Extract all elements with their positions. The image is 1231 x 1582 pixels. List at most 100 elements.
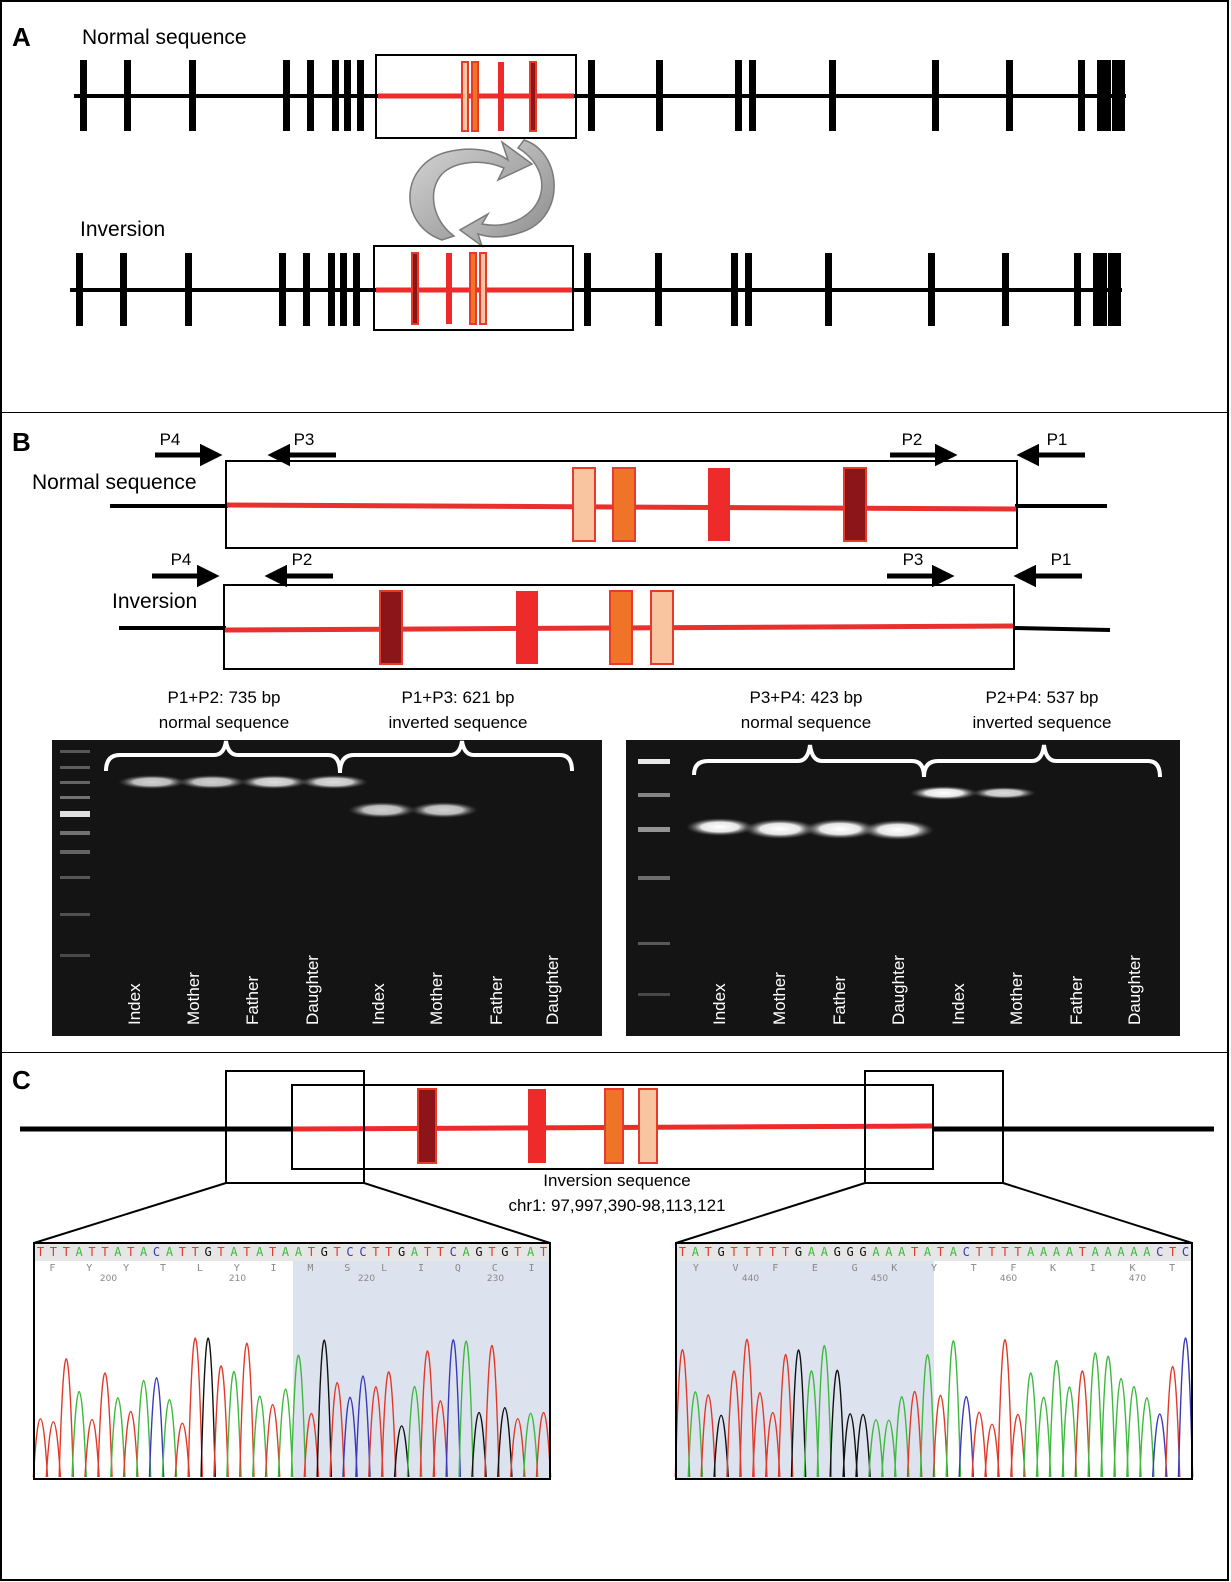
left-base-call: A (527, 1245, 535, 1259)
gel-group-labels: P1+P2: 735 bp normal sequence P1+P3: 621… (159, 688, 1112, 732)
right-base-call: T (782, 1245, 789, 1259)
gel-left-lane-8: Daughter (543, 955, 562, 1025)
normal-inversion-box (375, 54, 577, 139)
right-trace-peak (777, 1354, 794, 1478)
gel-right-lane-1: Index (710, 983, 729, 1025)
right-base-call: A (1130, 1245, 1138, 1259)
left-trace-peak (97, 1372, 113, 1478)
right-base-call: A (1027, 1245, 1035, 1259)
right-trace-peak (1113, 1378, 1129, 1478)
inverted-exons-left (76, 253, 360, 326)
right-base-call: T (988, 1245, 995, 1259)
right-amino-acid: G (852, 1263, 858, 1274)
left-position-number: 220 (358, 1274, 375, 1284)
panel-c-diagram: C Inversion sequence chr1: 97,997,390-98… (12, 1065, 1214, 1480)
left-trace-peak (110, 1397, 126, 1478)
left-trace-peak (174, 1422, 191, 1478)
left-base-call: G (205, 1245, 212, 1259)
left-base-call: A (256, 1245, 264, 1259)
right-base-call: T (679, 1245, 686, 1259)
right-base-call: A (898, 1245, 906, 1259)
left-trace-peak (380, 1371, 397, 1478)
left-amino-acid: Y (86, 1263, 92, 1274)
gel-left-lane-labels: Index Mother Father Daughter Index Mothe… (125, 955, 562, 1025)
left-trace-peak (445, 1339, 462, 1478)
gel-left-lane-7: Father (487, 976, 506, 1025)
left-trace-peak (342, 1396, 358, 1478)
left-trace-peak (303, 1412, 320, 1478)
right-trace-peak (674, 1349, 691, 1478)
left-amino-acid: Y (234, 1263, 240, 1274)
right-base-call: A (1143, 1245, 1151, 1259)
inversion-label: Inversion (80, 218, 165, 241)
left-trace-peak (58, 1358, 75, 1478)
right-amino-acid: Y (931, 1263, 937, 1274)
left-base-call: A (411, 1245, 419, 1259)
right-trace-peak (713, 1414, 729, 1478)
left-positions: 200 210 220 230 (100, 1274, 504, 1284)
left-base-call: A (166, 1245, 174, 1259)
left-trace-peak (45, 1421, 62, 1478)
gel-right-lane-8: Daughter (1125, 955, 1144, 1025)
panel-c: C Inversion sequence chr1: 97,997,390-98… (0, 1052, 1229, 1581)
right-base-call: A (924, 1245, 932, 1259)
right-position-number: 470 (1129, 1274, 1146, 1284)
left-base-call: A (463, 1245, 471, 1259)
right-trace-peak (1151, 1413, 1168, 1478)
left-amino-acid: L (197, 1263, 203, 1274)
right-base-call: A (1066, 1245, 1074, 1259)
gel-left-group1-line1: P1+P2: 735 bp (168, 688, 281, 707)
left-trace-peak (419, 1350, 436, 1478)
gel-right-lane-5: Index (949, 983, 968, 1025)
right-position-number: 440 (742, 1274, 759, 1284)
right-positions: 440 450 460 470 (742, 1274, 1146, 1284)
panel-b: B P4 P3 P2 P1 Normal sequence P4 (0, 412, 1229, 1053)
left-trace-peaks (32, 1337, 552, 1478)
left-base-call: T (488, 1245, 495, 1259)
left-trace-peak (458, 1340, 474, 1478)
left-base-call: T (88, 1245, 95, 1259)
right-base-call: C (1182, 1245, 1189, 1259)
right-trace-peak (945, 1340, 962, 1478)
left-amino-acid: M (307, 1263, 313, 1274)
gel-left-group2-line1: P1+P3: 621 bp (402, 688, 515, 707)
left-trace-peak (122, 1410, 139, 1478)
left-base-call: T (385, 1245, 392, 1259)
zoom-line-left-1 (33, 1182, 227, 1244)
left-position-number: 210 (229, 1274, 246, 1284)
left-trace-peak (277, 1388, 294, 1478)
right-trace-peak (1164, 1365, 1181, 1478)
inverted-chromosome (70, 245, 1122, 331)
left-base-call: T (63, 1245, 70, 1259)
right-trace-peaks (674, 1337, 1194, 1478)
right-trace-peak (919, 1354, 936, 1478)
left-base-strip (34, 1243, 550, 1261)
right-amino-acid: F (772, 1263, 778, 1274)
left-base-call: C (359, 1245, 366, 1259)
right-trace-peak (1022, 1372, 1039, 1478)
right-trace-peak (1087, 1352, 1104, 1478)
gel-left-lane-6: Mother (427, 972, 446, 1025)
left-trace-peak (161, 1399, 178, 1478)
right-base-call: A (1092, 1245, 1100, 1259)
left-trace-peak (355, 1375, 371, 1478)
right-trace-peak (816, 1345, 833, 1478)
gel-left-lane-2: Mother (184, 972, 203, 1025)
primer-p4-label: P4 (160, 430, 181, 449)
left-base-call: T (243, 1245, 250, 1259)
left-amino-acid: C (492, 1263, 498, 1274)
right-base-call: T (705, 1245, 712, 1259)
right-trace-peak (868, 1419, 884, 1478)
left-amino-acid: Q (455, 1263, 461, 1274)
left-trace-peak (535, 1411, 552, 1478)
inv-primer-p3-label: P3 (903, 550, 924, 569)
right-trace-peak (1139, 1397, 1155, 1478)
left-base-call: T (437, 1245, 444, 1259)
left-trace-peak (484, 1345, 500, 1478)
right-base-call: T (1014, 1245, 1021, 1259)
panel-b-letter: B (12, 427, 31, 457)
normal-red-exons (461, 61, 537, 132)
